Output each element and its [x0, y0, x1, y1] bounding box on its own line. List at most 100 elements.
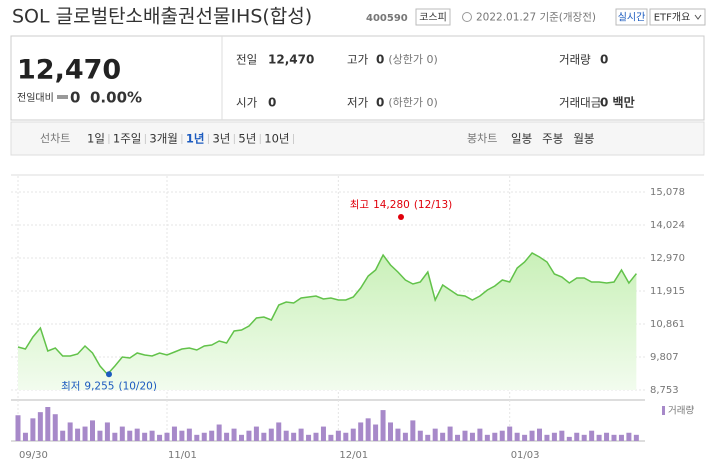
- volume-bar: [484, 434, 490, 441]
- title: SOL 글로벌탄소배출권선물IHS(합성): [12, 6, 312, 28]
- low-value: 9,255: [84, 380, 114, 392]
- volume-bar: [276, 422, 282, 441]
- item-label: 고가: [347, 53, 369, 67]
- y-tick-label: 15,078: [650, 187, 685, 198]
- etf-info: ETF개요: [654, 12, 691, 24]
- market-badge: [415, 8, 451, 26]
- volume-bar: [67, 422, 73, 441]
- realtime-button[interactable]: [615, 8, 648, 26]
- high-date: (12/13): [414, 199, 452, 211]
- y-tick-label: 8,753: [650, 385, 679, 396]
- volume-bar: [201, 432, 207, 441]
- item-label: 저가: [347, 96, 369, 110]
- x-tick-label: 12/01: [339, 450, 368, 461]
- dropdown-arrow: [694, 14, 702, 20]
- period-tab[interactable]: 1일: [87, 132, 105, 146]
- volume-bar: [373, 424, 379, 441]
- volume-bar: [134, 428, 140, 441]
- low-date: (10/20): [118, 380, 156, 392]
- volume-bar: [306, 434, 312, 441]
- candle-tab[interactable]: 일봉: [511, 132, 532, 146]
- date: 2022.01.27 기준(개장전): [476, 12, 596, 24]
- volume-bar: [507, 426, 513, 441]
- volume-bar: [447, 426, 453, 441]
- volume-bar: [544, 434, 550, 441]
- period-tab[interactable]: 10년: [264, 132, 289, 146]
- period-tab[interactable]: 5년: [238, 132, 256, 146]
- volume-bar: [216, 424, 222, 441]
- period-tab[interactable]: 3개월: [149, 132, 177, 146]
- volume-bar: [529, 430, 535, 441]
- volume-bar: [440, 432, 446, 441]
- item-extra: (하한가 0): [388, 95, 437, 109]
- volume-bar: [395, 428, 401, 441]
- volume-bar: [22, 432, 28, 441]
- volume-bar: [522, 434, 528, 441]
- volume-bar: [604, 432, 610, 441]
- volume-bar: [283, 430, 289, 441]
- volume-bar: [119, 426, 125, 441]
- realtime: 실시간: [618, 12, 646, 24]
- change: 0: [70, 89, 80, 107]
- price: 12,470: [17, 55, 121, 86]
- volume-bar: [469, 432, 475, 441]
- volume-bar: [209, 430, 215, 441]
- period-tab[interactable]: 1주일: [113, 132, 141, 146]
- volume-bar: [432, 428, 438, 441]
- x-tick-label: 01/03: [511, 450, 540, 461]
- volume-bar: [127, 430, 133, 441]
- volume-bar: [425, 434, 431, 441]
- line-label: 선차트: [40, 132, 70, 145]
- item-value: 0: [376, 96, 384, 110]
- flat-icon: [57, 95, 68, 99]
- volume-bar: [626, 432, 632, 441]
- price-area: [18, 253, 637, 390]
- volume-bar: [514, 432, 520, 441]
- volume-bar: [589, 430, 595, 441]
- item-label: 전일: [236, 53, 257, 67]
- volume-bar: [75, 428, 81, 441]
- volume-bar: [298, 428, 304, 441]
- volume-bar: [350, 428, 356, 441]
- volume-bar: [37, 412, 43, 441]
- volume-bar: [596, 434, 602, 441]
- y-tick-label: 11,915: [650, 286, 685, 297]
- volume-bar: [492, 432, 498, 441]
- volume-bar: [15, 415, 21, 441]
- item-value: 0: [376, 53, 384, 67]
- y-tick-label: 10,861: [650, 319, 685, 330]
- volume-bar: [179, 430, 185, 441]
- volume-bar: [45, 407, 51, 441]
- etf-info-button[interactable]: [649, 8, 706, 26]
- volume-bar: [261, 432, 267, 441]
- volume-bar: [566, 436, 572, 441]
- volume-bar: [90, 420, 95, 441]
- volume-bar: [499, 430, 505, 441]
- item-value: 0 백만: [600, 95, 635, 110]
- volume-bar: [291, 432, 297, 441]
- volume-bar: [455, 434, 461, 441]
- volume-bar: [335, 430, 341, 441]
- volume-bar: [402, 432, 408, 441]
- y-tick-label: 14,024: [650, 220, 685, 231]
- period-tab[interactable]: 3년: [212, 132, 230, 146]
- period-tab[interactable]: 1년: [186, 132, 205, 146]
- volume-bar: [157, 434, 163, 441]
- high-marker: [398, 213, 404, 220]
- volume-bar: [365, 418, 371, 441]
- volume-bar: [477, 428, 483, 441]
- volume-bar: [388, 422, 393, 441]
- market: 코스피: [419, 12, 447, 24]
- candle-tab[interactable]: 주봉: [542, 132, 563, 146]
- volume-bar: [30, 418, 36, 441]
- item-value: 0: [600, 53, 608, 67]
- volume-legend-swatch: [662, 406, 665, 415]
- volume-bar: [574, 432, 580, 441]
- low-marker: [106, 371, 112, 378]
- low-text: 최저: [61, 380, 80, 392]
- candle-tab[interactable]: 월봉: [573, 132, 594, 146]
- volume-bar: [410, 420, 416, 441]
- high-value: 14,280: [373, 199, 410, 211]
- volume-bar: [380, 410, 386, 441]
- volume-bar: [60, 430, 66, 441]
